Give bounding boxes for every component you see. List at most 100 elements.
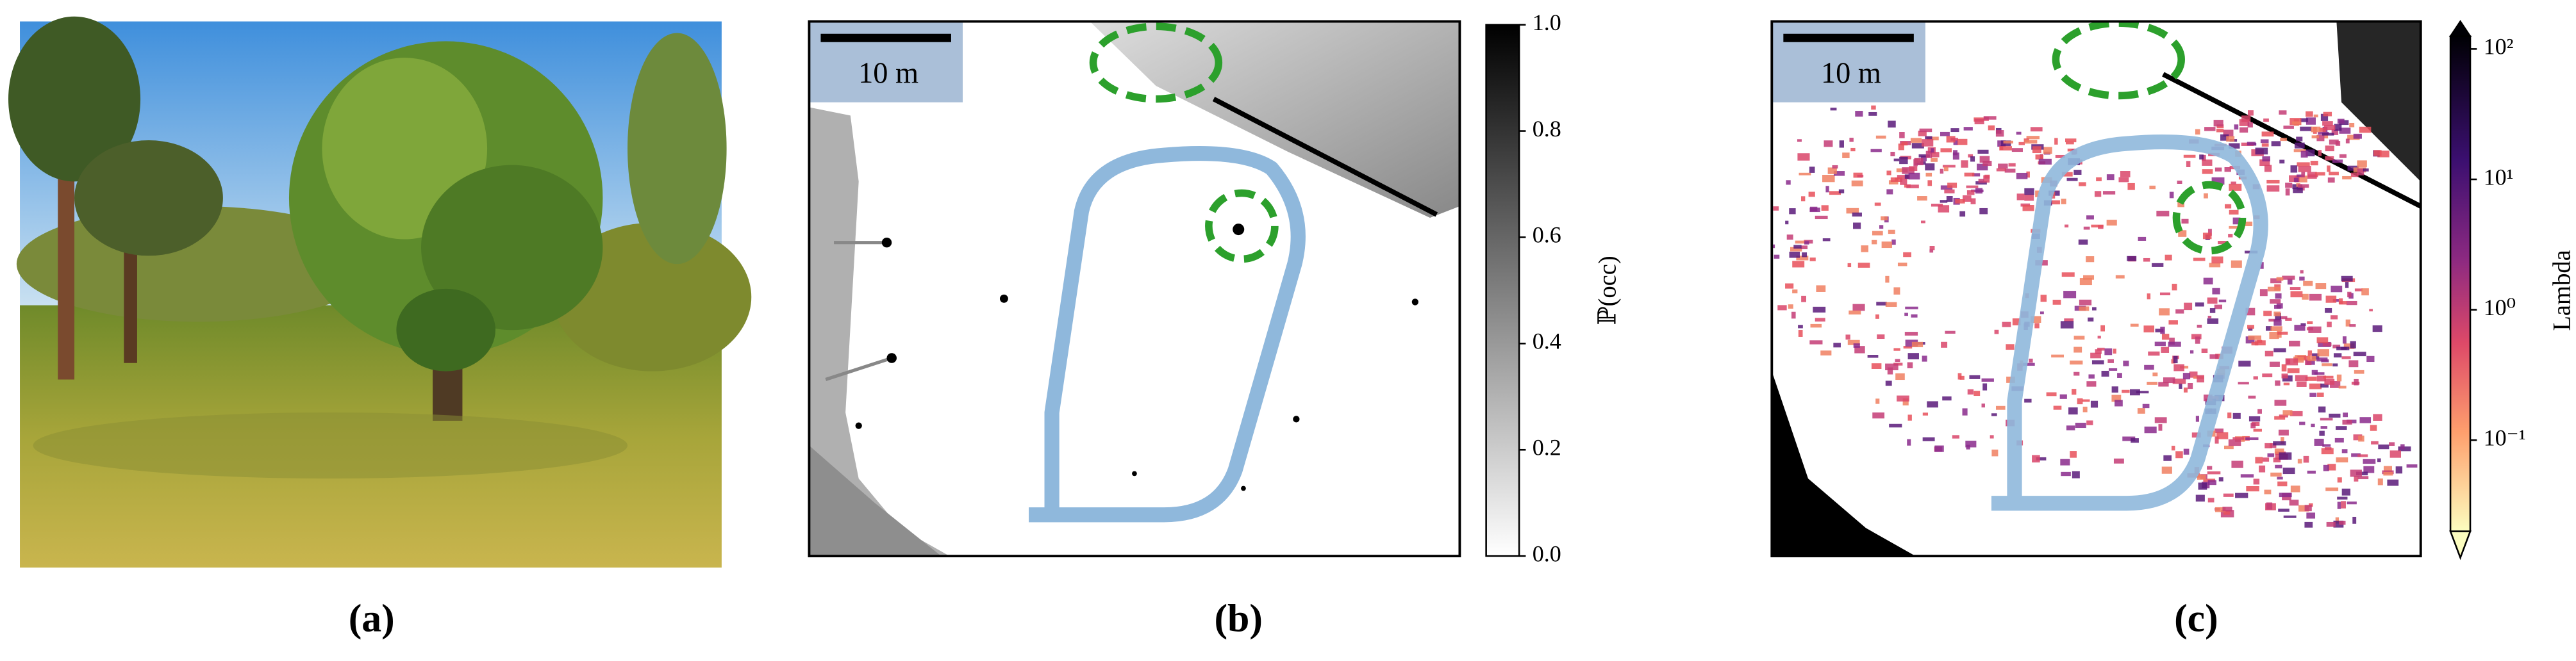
- speckle: [1931, 152, 1940, 158]
- speckle: [2216, 129, 2224, 133]
- speckle: [2154, 417, 2167, 423]
- speckle: [1791, 311, 1796, 319]
- speckle: [1970, 156, 1975, 162]
- speckle: [2297, 162, 2310, 167]
- speckle: [2002, 322, 2011, 327]
- speckle: [1899, 156, 1908, 165]
- speckle: [2111, 395, 2122, 402]
- speckle: [1959, 375, 1965, 380]
- speckle: [2295, 375, 2308, 382]
- panel-label: (c): [2174, 596, 2218, 640]
- speckle: [2245, 437, 2259, 441]
- speckle: [2169, 192, 2174, 199]
- speckle: [2183, 154, 2196, 158]
- speckle: [2144, 427, 2157, 434]
- speckle: [2082, 399, 2090, 402]
- speckle: [2191, 432, 2201, 438]
- speckle: [1963, 195, 1972, 202]
- speckle: [2366, 355, 2375, 363]
- speckle: [2248, 327, 2253, 331]
- speckle: [2276, 277, 2284, 281]
- speckle: [2357, 160, 2367, 168]
- speckle: [2100, 325, 2105, 332]
- speckle: [2325, 307, 2332, 313]
- speckle: [2215, 354, 2223, 359]
- speckle: [1895, 373, 1905, 380]
- speckle: [2147, 293, 2151, 300]
- speckle: [2078, 239, 2088, 245]
- speckle: [2264, 443, 2272, 449]
- speckle: [1816, 285, 1826, 292]
- speckle: [1785, 283, 1794, 289]
- speckle: [2279, 452, 2292, 460]
- speckle: [2136, 391, 2149, 394]
- speckle: [2357, 476, 2369, 480]
- colorbar-label: Lambda: [2549, 250, 2576, 331]
- speckle: [2016, 193, 2025, 200]
- speckle: [2247, 142, 2256, 146]
- speckle: [1850, 147, 1856, 152]
- speckle: [2083, 226, 2090, 230]
- speckle: [2158, 382, 2169, 387]
- speckle: [1979, 208, 1988, 215]
- speckle: [2072, 471, 2080, 478]
- speckle: [1962, 408, 1968, 416]
- speckle: [2232, 217, 2241, 225]
- speckle: [2214, 304, 2223, 309]
- speckle: [2325, 295, 2337, 303]
- speckle: [2318, 150, 2322, 156]
- speckle: [2034, 323, 2040, 329]
- speckle: [2264, 165, 2272, 172]
- speckle: [2096, 177, 2102, 181]
- speckle: [2207, 480, 2216, 486]
- speckle: [1920, 156, 1927, 161]
- speckle: [2214, 428, 2224, 434]
- speckle: [2006, 344, 2015, 350]
- speckle: [2341, 275, 2353, 282]
- speckle: [2053, 405, 2062, 410]
- speckle: [1950, 128, 1959, 133]
- speckle: [2202, 233, 2212, 240]
- speckle: [2152, 372, 2158, 377]
- speckle: [2306, 111, 2313, 117]
- speckle: [2262, 373, 2273, 378]
- colorbar-label: ℙ(occ): [1595, 256, 1622, 325]
- speckle: [2293, 188, 2303, 193]
- speckle: [2293, 356, 2304, 363]
- speckle: [2234, 124, 2239, 130]
- speckle: [1809, 340, 1823, 345]
- speckle: [2342, 420, 2352, 425]
- speckle: [1974, 391, 1981, 396]
- speckle: [2032, 455, 2040, 463]
- speckle: [2159, 308, 2170, 316]
- speckle: [2313, 114, 2318, 118]
- speckle: [2332, 363, 2338, 367]
- speckle: [1902, 167, 1915, 174]
- occupancy-map: [809, 21, 1460, 557]
- speckle: [2107, 359, 2114, 363]
- speckle: [2088, 317, 2094, 322]
- speckle: [1991, 449, 1998, 457]
- speckle: [1963, 127, 1973, 131]
- speckle: [2223, 493, 2234, 497]
- speckle: [1893, 158, 1900, 161]
- speckle: [2060, 459, 2070, 466]
- speckle: [2332, 345, 2341, 348]
- speckle: [2090, 352, 2101, 359]
- speckle: [2246, 486, 2259, 492]
- speckle: [1795, 240, 1806, 244]
- speckle: [2329, 381, 2341, 388]
- speckle: [1886, 170, 1891, 175]
- panel-label: (a): [349, 596, 395, 640]
- speckle: [2335, 141, 2341, 146]
- speckle: [1802, 252, 1807, 257]
- speckle: [2329, 413, 2341, 418]
- speckle: [2318, 406, 2326, 412]
- speckle: [2335, 517, 2339, 524]
- speckle: [2320, 418, 2333, 421]
- speckle: [2061, 172, 2073, 177]
- speckle: [2377, 151, 2389, 158]
- speckle: [2260, 262, 2264, 269]
- speckle: [2296, 381, 2307, 387]
- speckle: [1947, 183, 1957, 188]
